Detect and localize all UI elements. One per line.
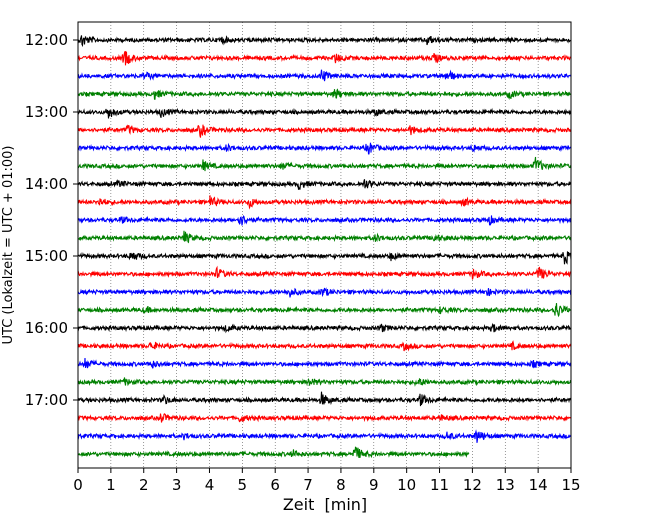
x-tick-label: 11 (430, 476, 449, 494)
trace-1630 (77, 358, 572, 369)
trace-1545 (77, 303, 572, 318)
x-axis: 0 1 2 3 4 5 6 7 8 9 10 11 12 13 14 15 (73, 468, 581, 494)
trace-1230 (77, 69, 572, 82)
x-tick-label: 5 (238, 476, 248, 494)
trace-1330 (77, 142, 572, 155)
trace-1530 (77, 287, 572, 298)
x-tick-label: 13 (496, 476, 515, 494)
y-tick-label: 13:00 (25, 103, 68, 121)
trace-1600 (77, 322, 572, 334)
y-tick-label: 12:00 (25, 31, 68, 49)
x-tick-label: 4 (205, 476, 215, 494)
x-tick-label: 2 (139, 476, 149, 494)
trace-1615 (77, 340, 572, 352)
trace-1245 (77, 88, 572, 100)
trace-1500 (77, 251, 572, 265)
trace-1400 (77, 178, 572, 190)
trace-1430 (77, 215, 572, 227)
x-tick-label: 0 (73, 476, 83, 494)
x-tick-label: 7 (303, 476, 313, 494)
trace-1745 (77, 446, 470, 459)
x-tick-label: 12 (463, 476, 482, 494)
trace-1445 (77, 230, 572, 244)
trace-1515 (77, 265, 572, 280)
x-tick-label: 15 (561, 476, 580, 494)
x-tick-label: 3 (172, 476, 182, 494)
trace-1200 (77, 35, 572, 48)
trace-1415 (77, 195, 572, 210)
trace-1315 (77, 124, 572, 138)
x-tick-label: 9 (369, 476, 379, 494)
seismic-traces (77, 35, 572, 459)
x-tick-label: 1 (106, 476, 116, 494)
y-tick-label: 17:00 (25, 391, 68, 409)
trace-1215 (77, 50, 572, 66)
y-tick-label: 16:00 (25, 319, 68, 337)
trace-1700 (77, 391, 572, 407)
x-tick-label: 6 (270, 476, 280, 494)
y-axis: 12:00 13:00 14:00 15:00 16:00 17:00 (25, 31, 78, 409)
plot-frame (77, 21, 572, 469)
x-axis-label: Zeit [min] (283, 495, 367, 514)
x-tick-label: 8 (336, 476, 346, 494)
y-tick-label: 14:00 (25, 175, 68, 193)
vertical-grid (110, 22, 539, 468)
y-tick-label: 15:00 (25, 247, 68, 265)
y-axis-label: UTC (Lokalzeit = UTC + 01:00) (1, 146, 16, 345)
x-tick-label: 14 (529, 476, 548, 494)
trace-1645 (77, 377, 572, 387)
x-tick-label: 10 (397, 476, 416, 494)
trace-1300 (77, 107, 572, 119)
trace-1715 (77, 413, 572, 423)
trace-1730 (77, 429, 572, 443)
trace-1345 (78, 156, 572, 172)
